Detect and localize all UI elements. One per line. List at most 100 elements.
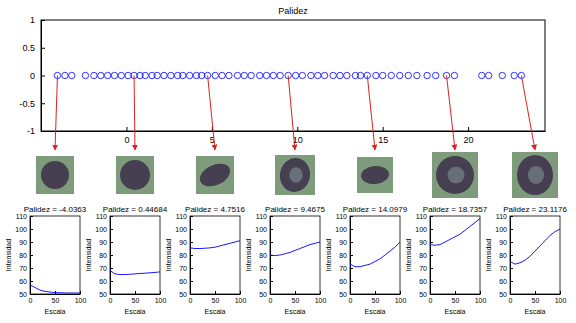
tick-label: 60 xyxy=(419,278,427,285)
tick-mark xyxy=(41,76,45,77)
point xyxy=(432,72,438,78)
point xyxy=(337,72,343,78)
plot-frame xyxy=(510,216,560,294)
tick-label: 110 xyxy=(176,213,187,220)
tick-mark xyxy=(110,216,113,217)
tick-label: 70 xyxy=(179,265,187,272)
tick-label: 100 xyxy=(335,226,347,233)
tick: 100 xyxy=(335,226,353,233)
tick-label: 110 xyxy=(16,213,27,220)
line-chart: Palidez = 9.46750501005060708090100110Es… xyxy=(245,205,326,315)
tick-label: 0 xyxy=(429,297,433,304)
tick-label: 70 xyxy=(259,265,267,272)
tick: 100 xyxy=(495,226,513,233)
chart-title: Palidez = -4.0363 xyxy=(24,205,87,214)
point xyxy=(212,72,218,78)
tick-label: 60 xyxy=(259,278,267,285)
tick: 70 xyxy=(19,265,33,272)
arrows xyxy=(55,76,535,151)
tick-label: 100 xyxy=(395,297,407,304)
plot-frame xyxy=(270,216,320,294)
tick-mark xyxy=(510,229,513,230)
cell-background xyxy=(36,156,74,194)
tick-label: 50 xyxy=(212,297,220,304)
tick-mark xyxy=(190,255,193,256)
point xyxy=(479,72,485,78)
plot-area xyxy=(54,72,524,78)
point xyxy=(241,72,247,78)
tick-label: 80 xyxy=(99,252,107,259)
tick: 110 xyxy=(416,213,433,220)
cell-image xyxy=(432,152,478,198)
tick: 80 xyxy=(419,252,433,259)
plot-frame xyxy=(110,216,160,294)
arrow xyxy=(447,76,455,151)
tick: 110 xyxy=(16,213,33,220)
tick: 50 xyxy=(19,291,33,298)
tick-mark xyxy=(41,131,45,132)
plot-frame xyxy=(190,216,240,294)
chart-title: Palidez xyxy=(278,6,308,16)
point xyxy=(234,72,240,78)
cell-image xyxy=(116,156,154,194)
tick: 50 xyxy=(532,291,540,304)
line xyxy=(270,242,320,256)
tick: 50 xyxy=(259,291,273,298)
line-chart: Palidez = 18.73570501005060708090100110E… xyxy=(405,205,488,315)
tick-mark xyxy=(80,291,81,294)
tick-label: 0 xyxy=(269,297,273,304)
figure: Palidez05101520-1-0.500.51Palidez = -4.0… xyxy=(0,0,576,323)
chart-title: Palidez = 14.0979 xyxy=(343,205,408,214)
tick-mark xyxy=(350,294,353,295)
point xyxy=(379,72,385,78)
tick-label: 0 xyxy=(29,297,33,304)
tick-label: -0.5 xyxy=(19,99,35,109)
tick-label: 50 xyxy=(132,297,140,304)
cell-body xyxy=(196,159,233,191)
point xyxy=(330,72,336,78)
tick: 100 xyxy=(415,226,433,233)
tick-label: 60 xyxy=(99,278,107,285)
tick: 90 xyxy=(99,239,113,246)
tick-mark xyxy=(110,268,113,269)
axis: 050100 xyxy=(109,291,167,304)
tick-mark xyxy=(41,20,45,21)
tick-mark xyxy=(320,291,321,294)
tick-label: 50 xyxy=(259,291,267,298)
tick-mark xyxy=(510,281,513,282)
tick-mark xyxy=(41,103,45,104)
tick: 100 xyxy=(155,291,167,304)
x-axis-label: Escala xyxy=(124,308,145,315)
plot-area xyxy=(510,229,560,264)
tick-label: 50 xyxy=(372,297,380,304)
tick: 110 xyxy=(336,213,353,220)
axis-line xyxy=(31,294,81,295)
tick-mark xyxy=(430,229,433,230)
point xyxy=(154,72,160,78)
tick-label: 80 xyxy=(499,252,507,259)
tick: 110 xyxy=(176,213,193,220)
tick: 50 xyxy=(372,291,380,304)
arrow xyxy=(288,76,295,151)
tick: -0.5 xyxy=(19,99,45,109)
point xyxy=(308,72,314,78)
tick-mark xyxy=(350,242,353,243)
tick: 50 xyxy=(212,291,220,304)
tick-mark xyxy=(350,268,353,269)
x-axis-label: Escala xyxy=(204,308,225,315)
tick-mark xyxy=(510,294,513,295)
line xyxy=(430,219,480,246)
tick-label: 60 xyxy=(19,278,27,285)
plot-area xyxy=(350,242,400,267)
point xyxy=(292,72,298,78)
tick: 100 xyxy=(395,291,407,304)
tick-label: 70 xyxy=(99,265,107,272)
tick-mark xyxy=(240,291,241,294)
tick-label: 80 xyxy=(19,252,27,259)
tick-label: 90 xyxy=(99,239,107,246)
point xyxy=(405,72,411,78)
tick: 60 xyxy=(419,278,433,285)
tick: 20 xyxy=(464,127,474,145)
tick: 0.5 xyxy=(22,43,45,53)
plot-frame xyxy=(30,216,80,294)
